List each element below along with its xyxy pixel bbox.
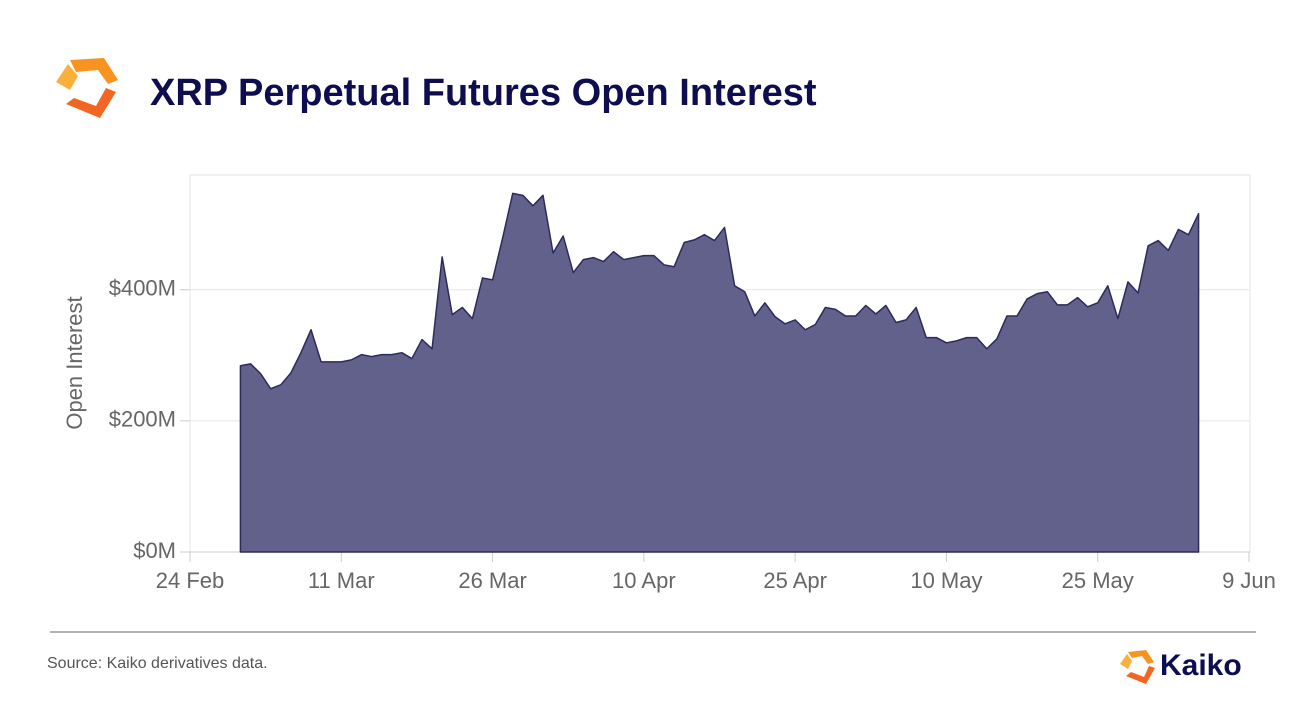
y-tick-label: $200M [109,407,176,432]
logo-part [1128,650,1154,664]
area [239,192,1200,553]
y-tick-label: $0M [133,538,176,563]
x-tick-label: 24 Feb [156,568,225,593]
source-note: Source: Kaiko derivatives data. [47,655,268,672]
chart-title: XRP Perpetual Futures Open Interest [150,72,817,114]
x-tick-label: 25 May [1062,568,1134,593]
x-tick-label: 26 Mar [458,568,526,593]
x-tick-label: 11 Mar [308,568,375,593]
logo-part [56,64,78,90]
y-tick-label: $400M [109,276,176,301]
logo-part [1126,666,1155,684]
x-tick-label: 10 May [910,568,982,593]
y-axis-label: Open Interest [62,296,87,429]
brand-logo [1120,650,1155,684]
brand-name: Kaiko [1160,649,1242,682]
logo-part [66,88,116,118]
x-tick-label: 9 Jun [1222,568,1276,593]
x-tick-label: 10 Apr [612,568,676,593]
logo-icon [56,58,118,118]
logo-part [70,58,118,84]
x-tick-label: 25 Apr [763,568,827,593]
logo-part [1120,654,1132,669]
